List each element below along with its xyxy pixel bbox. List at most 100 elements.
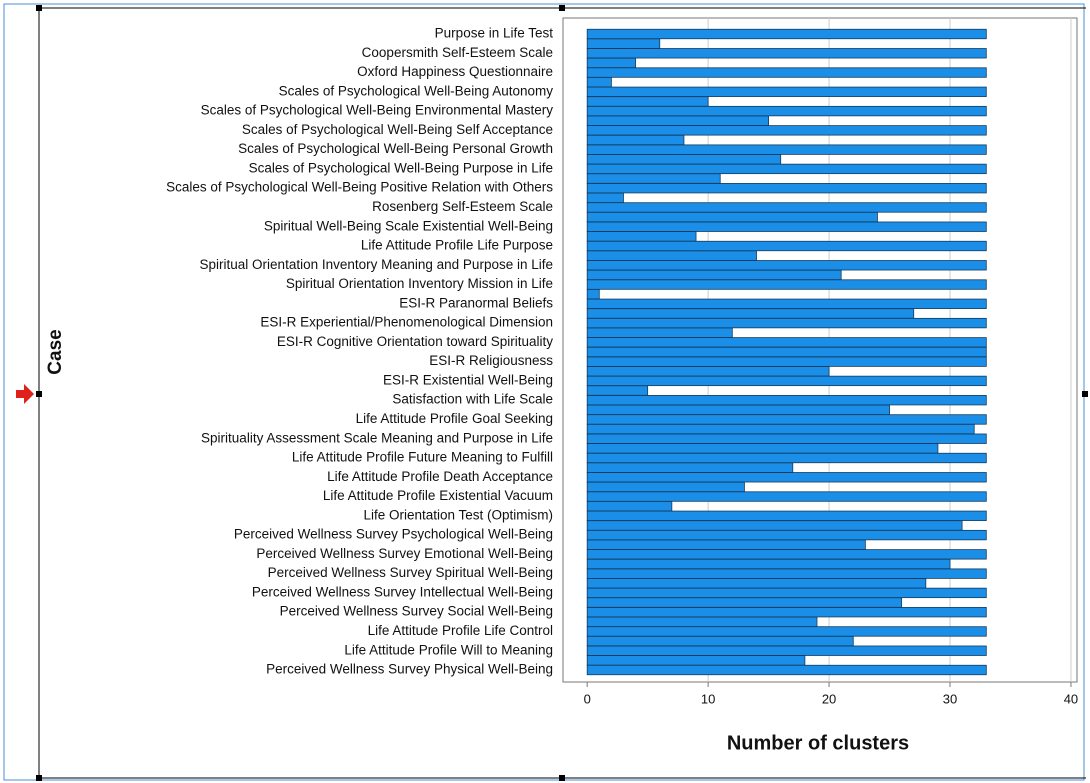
case-bar: [586, 125, 987, 136]
y-tick-label: Scales of Psychological Well-Being Envir…: [201, 103, 554, 118]
y-tick-label: Oxford Happiness Questionnaire: [357, 64, 553, 79]
handle[interactable]: [559, 775, 565, 781]
join-bar: [586, 423, 975, 435]
case-bar: [586, 28, 987, 40]
handle[interactable]: [36, 391, 42, 397]
case-bar: [586, 86, 987, 97]
y-tick-label: ESI-R Existential Well-Being: [383, 372, 553, 387]
join-bar: [586, 154, 782, 165]
join-bar: [586, 597, 903, 608]
join-bar: [586, 289, 600, 300]
join-bar: [586, 462, 794, 473]
join-bar: [586, 134, 685, 146]
y-tick-label: Perceived Wellness Survey Intellectual W…: [252, 584, 553, 599]
y-tick-label: Life Attitude Profile Life Control: [368, 623, 553, 638]
join-bar: [586, 501, 673, 512]
case-bar: [586, 240, 987, 252]
handle[interactable]: [559, 5, 565, 11]
case-bar: [586, 279, 987, 290]
case-bar: [586, 549, 987, 560]
join-bar: [586, 481, 745, 493]
join-bar: [586, 578, 927, 589]
y-tick-label: ESI-R Religiousness: [429, 353, 553, 368]
case-bar: [586, 491, 987, 502]
join-bar: [586, 192, 624, 203]
case-bar: [586, 607, 987, 618]
case-bar: [586, 260, 987, 271]
y-tick-label: Spirituality Assessment Scale Meaning an…: [201, 430, 553, 445]
x-tick-label: 30: [943, 691, 957, 706]
y-tick-label: Life Attitude Profile Goal Seeking: [356, 411, 553, 426]
y-tick-label: Coopersmith Self-Esteem Scale: [362, 45, 553, 60]
y-tick-label: Scales of Psychological Well-Being Purpo…: [249, 160, 553, 175]
case-bar: [586, 202, 987, 213]
join-bar: [586, 38, 661, 49]
y-tick-label: Spiritual Orientation Inventory Mission …: [286, 276, 553, 291]
join-bar: [586, 211, 878, 223]
join-bar: [586, 57, 636, 69]
y-tick-label: Purpose in Life Test: [435, 26, 554, 41]
y-tick-label: Spiritual Orientation Inventory Meaning …: [200, 257, 553, 272]
y-tick-label: Perceived Wellness Survey Spiritual Well…: [268, 565, 553, 580]
join-bar: [586, 404, 890, 415]
join-bar: [586, 635, 854, 647]
y-tick-label: ESI-R Cognitive Orientation toward Spiri…: [277, 334, 553, 349]
case-bar: [586, 587, 987, 599]
join-bar: [586, 346, 987, 358]
arrow-marker: [16, 384, 34, 404]
y-tick-label: Spiritual Well-Being Scale Existential W…: [264, 218, 553, 233]
y-tick-label: Satisfaction with Life Scale: [392, 392, 553, 407]
case-bar: [586, 414, 987, 425]
case-bar: [586, 48, 987, 59]
join-bar: [586, 96, 709, 107]
y-tick-label: Scales of Psychological Well-Being Self …: [242, 122, 553, 137]
case-bar: [586, 317, 987, 329]
y-tick-label: Perceived Wellness Survey Psychological …: [234, 527, 553, 542]
case-bar: [586, 375, 987, 387]
join-bar: [586, 77, 612, 88]
case-bar: [586, 395, 987, 406]
x-tick-label: 20: [822, 691, 836, 706]
y-tick-label: Life Attitude Profile Death Acceptance: [327, 469, 553, 484]
case-bar: [586, 337, 987, 348]
y-tick-label: Life Attitude Profile Life Purpose: [361, 238, 553, 253]
join-bar: [586, 520, 963, 531]
y-tick-label: Life Attitude Profile Future Meaning to …: [292, 450, 553, 465]
case-bar: [586, 472, 987, 483]
case-bar: [586, 452, 987, 464]
y-tick-label: Life Attitude Profile Existential Vacuum: [323, 488, 553, 503]
join-bar: [586, 443, 939, 454]
y-tick-label: Life Orientation Test (Optimism): [363, 507, 553, 522]
case-bar: [586, 298, 987, 309]
join-bar: [586, 327, 733, 338]
case-bar: [586, 105, 987, 117]
case-bar: [586, 510, 987, 521]
join-bar: [586, 308, 915, 319]
join-bar: [586, 231, 697, 242]
case-bar: [586, 356, 987, 367]
join-bar: [586, 539, 866, 550]
x-tick-label: 40: [1064, 691, 1078, 706]
y-axis-label: Case: [45, 329, 66, 374]
handle[interactable]: [1082, 391, 1088, 397]
x-tick-label: 10: [701, 691, 715, 706]
case-bar: [586, 664, 987, 676]
y-tick-label: Perceived Wellness Survey Emotional Well…: [256, 546, 553, 561]
x-tick-label: 0: [584, 691, 591, 706]
y-tick-label: ESI-R Paranormal Beliefs: [399, 295, 553, 310]
y-tick-label: ESI-R Experiential/Phenomenological Dime…: [260, 315, 553, 330]
join-bar: [586, 173, 721, 184]
y-tick-label: Rosenberg Self-Esteem Scale: [372, 199, 553, 214]
case-bar: [586, 221, 987, 232]
join-bar: [586, 269, 842, 281]
y-tick-label: Perceived Wellness Survey Social Well-Be…: [280, 604, 553, 619]
y-tick-label: Scales of Psychological Well-Being Perso…: [238, 141, 553, 156]
handle[interactable]: [36, 775, 42, 781]
y-tick-label: Life Attitude Profile Will to Meaning: [344, 642, 553, 657]
y-tick-label: Scales of Psychological Well-Being Auton…: [279, 83, 554, 98]
join-bar: [586, 250, 757, 261]
handle[interactable]: [36, 5, 42, 11]
case-bar: [586, 183, 987, 194]
join-bar: [586, 366, 830, 377]
